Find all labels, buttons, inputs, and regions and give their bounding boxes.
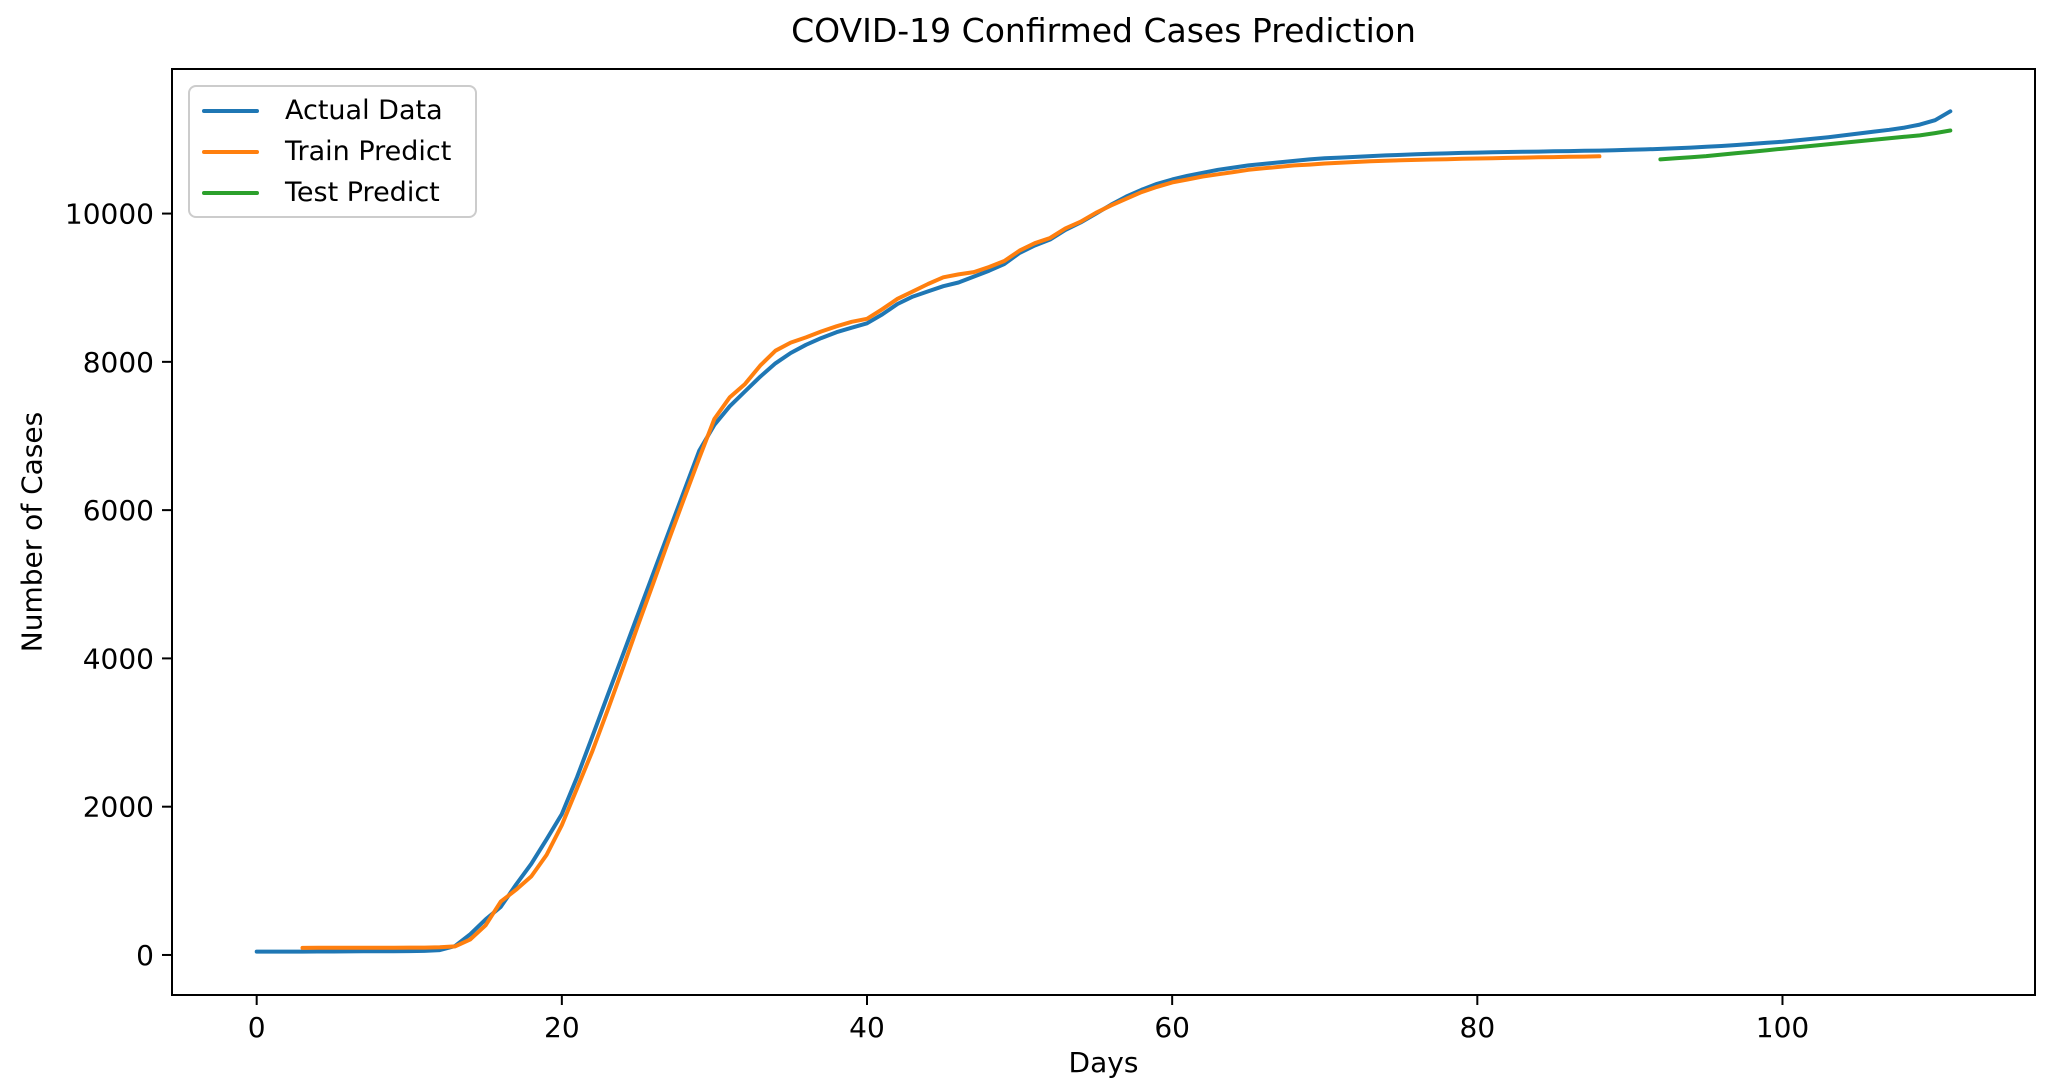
legend-item-train-predict: Train Predict bbox=[202, 131, 451, 172]
x-tick-label: 80 bbox=[1460, 1011, 1496, 1044]
y-tick-label: 0 bbox=[136, 939, 154, 972]
y-tick-label: 4000 bbox=[83, 642, 154, 675]
x-axis-label: Days bbox=[1068, 1046, 1139, 1079]
y-tick-label: 10000 bbox=[65, 198, 154, 231]
x-tick-label: 20 bbox=[544, 1011, 580, 1044]
series-line-actual-data bbox=[254, 109, 1953, 954]
y-tick-label: 6000 bbox=[83, 494, 154, 527]
legend-item-test-predict: Test Predict bbox=[202, 172, 451, 213]
x-tick-label: 100 bbox=[1756, 1011, 1809, 1044]
y-tick-label: 8000 bbox=[83, 346, 154, 379]
y-axis-label: Number of Cases bbox=[15, 411, 49, 653]
chart-title: COVID-19 Confirmed Cases Prediction bbox=[791, 11, 1416, 50]
legend-label-actual-data: Actual Data bbox=[285, 95, 443, 126]
series-line-train-predict bbox=[300, 154, 1602, 950]
legend: Actual Data Train Predict Test Predict bbox=[188, 85, 478, 218]
legend-item-actual-data: Actual Data bbox=[202, 90, 451, 131]
x-tick-label: 0 bbox=[248, 1011, 266, 1044]
x-tick-label: 40 bbox=[849, 1011, 885, 1044]
plot-border bbox=[171, 68, 2036, 996]
legend-line-train-predict-icon bbox=[202, 149, 259, 154]
series-line-test-predict bbox=[1658, 128, 1953, 162]
x-tick-label: 60 bbox=[1154, 1011, 1190, 1044]
legend-line-actual-data-icon bbox=[202, 108, 259, 113]
y-tick-label: 2000 bbox=[83, 791, 154, 824]
legend-label-test-predict: Test Predict bbox=[285, 177, 440, 208]
legend-label-train-predict: Train Predict bbox=[285, 136, 452, 167]
legend-line-test-predict-icon bbox=[202, 190, 259, 195]
